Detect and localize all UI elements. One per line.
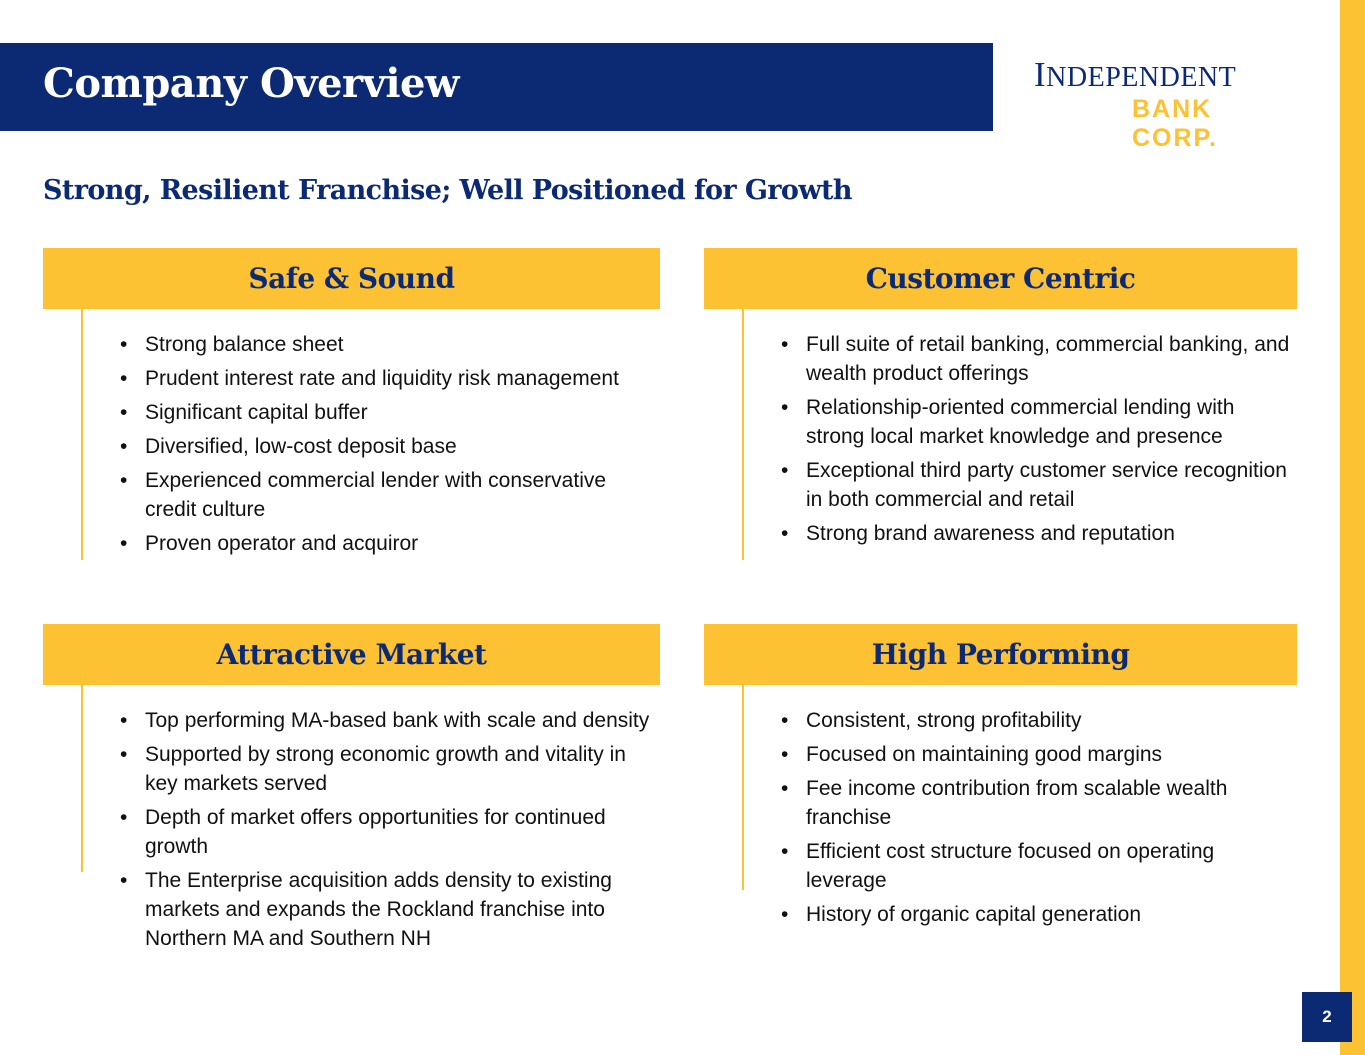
list-item: Full suite of retail banking, commercial…: [781, 330, 1291, 388]
list-item: The Enterprise acquisition adds density …: [120, 866, 650, 953]
section-header: High Performing: [704, 624, 1297, 685]
list-item: Efficient cost structure focused on oper…: [781, 837, 1281, 895]
page-title: Company Overview: [43, 60, 459, 107]
list-item: Fee income contribution from scalable we…: [781, 774, 1281, 832]
side-accent-bar: [1340, 0, 1365, 1055]
section-header: Safe & Sound: [43, 248, 660, 309]
list-item: History of organic capital generation: [781, 900, 1281, 929]
section-safe-sound: Safe & Sound Strong balance sheet Pruden…: [43, 248, 660, 560]
list-item: Strong brand awareness and reputation: [781, 519, 1291, 548]
bullet-list: Top performing MA-based bank with scale …: [120, 706, 650, 958]
list-item: Exceptional third party customer service…: [781, 456, 1291, 514]
list-item: Proven operator and acquiror: [120, 529, 650, 558]
list-item: Significant capital buffer: [120, 398, 650, 427]
list-item: Diversified, low-cost deposit base: [120, 432, 650, 461]
section-customer-centric: Customer Centric Full suite of retail ba…: [704, 248, 1297, 560]
bullet-list: Full suite of retail banking, commercial…: [781, 330, 1291, 553]
list-item: Supported by strong economic growth and …: [120, 740, 650, 798]
divider: [742, 309, 744, 560]
list-item: Prudent interest rate and liquidity risk…: [120, 364, 650, 393]
list-item: Top performing MA-based bank with scale …: [120, 706, 650, 735]
divider: [81, 685, 83, 872]
list-item: Depth of market offers opportunities for…: [120, 803, 650, 861]
page-number: 2: [1302, 992, 1352, 1042]
bullet-list: Strong balance sheet Prudent interest ra…: [120, 330, 650, 563]
logo-line1: INDEPENDENT: [1034, 55, 1237, 94]
title-bar: [0, 43, 993, 131]
section-header: Customer Centric: [704, 248, 1297, 309]
section-high-performing: High Performing Consistent, strong profi…: [704, 624, 1297, 929]
subtitle: Strong, Resilient Franchise; Well Positi…: [43, 175, 852, 206]
divider: [81, 309, 83, 560]
list-item: Focused on maintaining good margins: [781, 740, 1281, 769]
section-header: Attractive Market: [43, 624, 660, 685]
bullet-list: Consistent, strong profitability Focused…: [781, 706, 1281, 934]
divider: [742, 685, 744, 890]
section-attractive-market: Attractive Market Top performing MA-base…: [43, 624, 660, 950]
list-item: Consistent, strong profitability: [781, 706, 1281, 735]
list-item: Strong balance sheet: [120, 330, 650, 359]
list-item: Experienced commercial lender with conse…: [120, 466, 650, 524]
logo-line2: BANK CORP.: [1132, 95, 1218, 152]
list-item: Relationship-oriented commercial lending…: [781, 393, 1291, 451]
